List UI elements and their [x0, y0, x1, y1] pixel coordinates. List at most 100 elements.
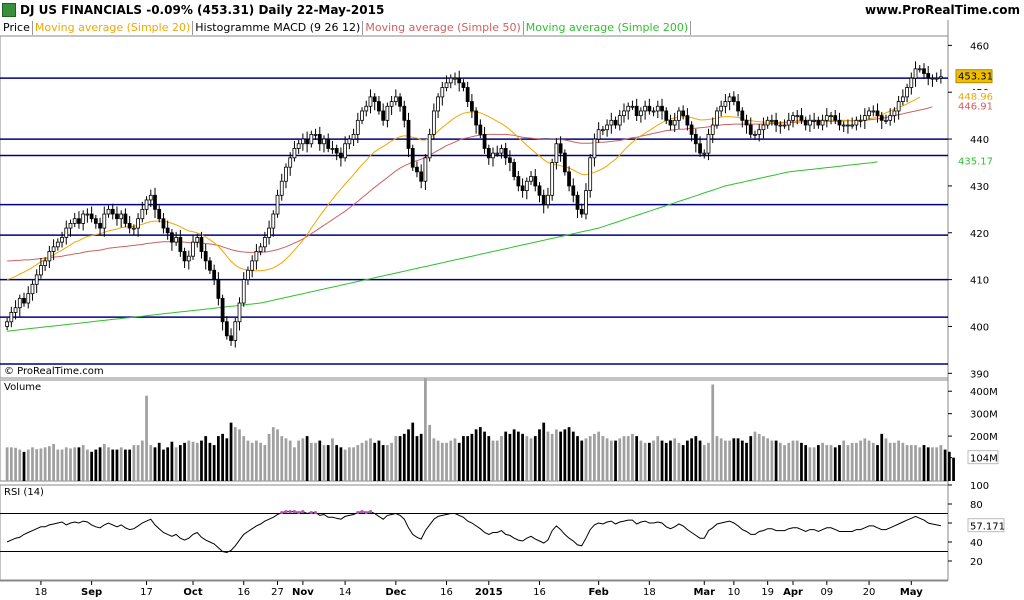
volume-bar[interactable] — [35, 449, 39, 481]
candle[interactable] — [871, 105, 876, 117]
candle[interactable] — [351, 128, 356, 147]
candle[interactable] — [72, 213, 77, 228]
candle[interactable] — [250, 255, 255, 278]
candle[interactable] — [461, 79, 466, 92]
legend-price[interactable]: Price — [1, 21, 33, 35]
volume-bar[interactable] — [263, 445, 267, 481]
candle[interactable] — [643, 100, 648, 120]
volume-bar[interactable] — [571, 431, 575, 481]
candle[interactable] — [681, 105, 686, 120]
volume-bar[interactable] — [204, 436, 208, 481]
volume-bar[interactable] — [407, 429, 410, 481]
candle[interactable] — [803, 116, 808, 131]
candle[interactable] — [896, 95, 901, 120]
candle[interactable] — [837, 112, 842, 131]
volume-bar[interactable] — [719, 438, 723, 481]
candle[interactable] — [51, 239, 56, 261]
volume-bar[interactable] — [64, 447, 68, 481]
candle[interactable] — [626, 102, 631, 120]
volume-bar[interactable] — [478, 427, 482, 481]
volume-bar[interactable] — [212, 445, 216, 481]
volume-bar[interactable] — [774, 440, 778, 481]
candle[interactable] — [605, 119, 609, 137]
volume-bar[interactable] — [462, 436, 465, 481]
candle[interactable] — [596, 122, 601, 143]
candle[interactable] — [930, 74, 935, 87]
volume-bar[interactable] — [297, 440, 301, 481]
volume-bar[interactable] — [715, 436, 719, 481]
volume-bar[interactable] — [635, 436, 639, 481]
volume-bar[interactable] — [871, 442, 875, 481]
volume-bar[interactable] — [428, 424, 432, 481]
volume-bar[interactable] — [305, 436, 309, 481]
candle[interactable] — [182, 247, 187, 268]
candle[interactable] — [550, 158, 555, 201]
volume-bar[interactable] — [538, 429, 541, 481]
volume-bar[interactable] — [343, 449, 347, 481]
volume-bar[interactable] — [229, 422, 233, 481]
volume-bar[interactable] — [931, 447, 934, 481]
volume-bar[interactable] — [9, 447, 13, 481]
candle[interactable] — [254, 244, 259, 270]
candle[interactable] — [546, 187, 550, 209]
candle[interactable] — [909, 72, 914, 95]
candle[interactable] — [313, 128, 318, 140]
volume-bar[interactable] — [952, 457, 955, 481]
candle[interactable] — [664, 107, 669, 125]
candle[interactable] — [9, 306, 14, 328]
candle[interactable] — [609, 112, 614, 134]
candle[interactable] — [584, 183, 588, 220]
candle[interactable] — [436, 93, 440, 118]
candle[interactable] — [854, 116, 859, 131]
volume-bar[interactable] — [22, 451, 26, 481]
candle[interactable] — [541, 189, 546, 214]
volume-bar[interactable] — [5, 447, 9, 481]
candle[interactable] — [588, 154, 593, 198]
candle[interactable] — [279, 173, 284, 201]
candle[interactable] — [533, 169, 538, 192]
candle[interactable] — [68, 219, 73, 237]
volume-bar[interactable] — [791, 440, 795, 481]
candle[interactable] — [634, 98, 639, 122]
volume-bar[interactable] — [846, 445, 850, 481]
candle[interactable] — [415, 161, 419, 178]
volume-bar[interactable] — [398, 436, 402, 481]
legend-sma50[interactable]: Moving average (Simple 50) — [363, 21, 524, 35]
volume-bar[interactable] — [521, 433, 524, 481]
candle[interactable] — [165, 220, 170, 240]
legend-macd[interactable]: Histogramme MACD (9 26 12) — [193, 21, 364, 35]
volume-bar[interactable] — [893, 442, 896, 481]
volume-bar[interactable] — [656, 436, 660, 481]
candle[interactable] — [808, 114, 812, 133]
volume-bar[interactable] — [546, 431, 550, 481]
volume-bar[interactable] — [897, 440, 901, 481]
volume-bar[interactable] — [457, 442, 461, 481]
candle[interactable] — [393, 89, 398, 106]
candle[interactable] — [736, 94, 740, 117]
volume-bar[interactable] — [183, 442, 186, 481]
candle[interactable] — [410, 144, 415, 171]
volume-bar[interactable] — [449, 440, 453, 481]
volume-bar[interactable] — [39, 448, 43, 481]
candle[interactable] — [592, 133, 597, 167]
candle[interactable] — [368, 89, 373, 114]
candle[interactable] — [867, 107, 871, 120]
candle[interactable] — [13, 300, 18, 320]
candle[interactable] — [503, 142, 508, 165]
volume-bar[interactable] — [474, 429, 478, 481]
volume-bar[interactable] — [816, 445, 820, 481]
volume-bar[interactable] — [829, 445, 833, 481]
volume-bar[interactable] — [140, 440, 144, 481]
candle[interactable] — [457, 70, 462, 92]
candle[interactable] — [537, 182, 542, 203]
volume-bar[interactable] — [331, 438, 334, 481]
volume-bar[interactable] — [402, 433, 406, 481]
candle[interactable] — [372, 93, 377, 111]
candle[interactable] — [744, 114, 749, 134]
candle[interactable] — [305, 131, 309, 153]
volume-bar[interactable] — [98, 447, 102, 481]
candle[interactable] — [296, 140, 301, 154]
candle[interactable] — [419, 164, 424, 189]
volume-bar[interactable] — [246, 440, 250, 481]
volume-bar[interactable] — [584, 438, 588, 481]
